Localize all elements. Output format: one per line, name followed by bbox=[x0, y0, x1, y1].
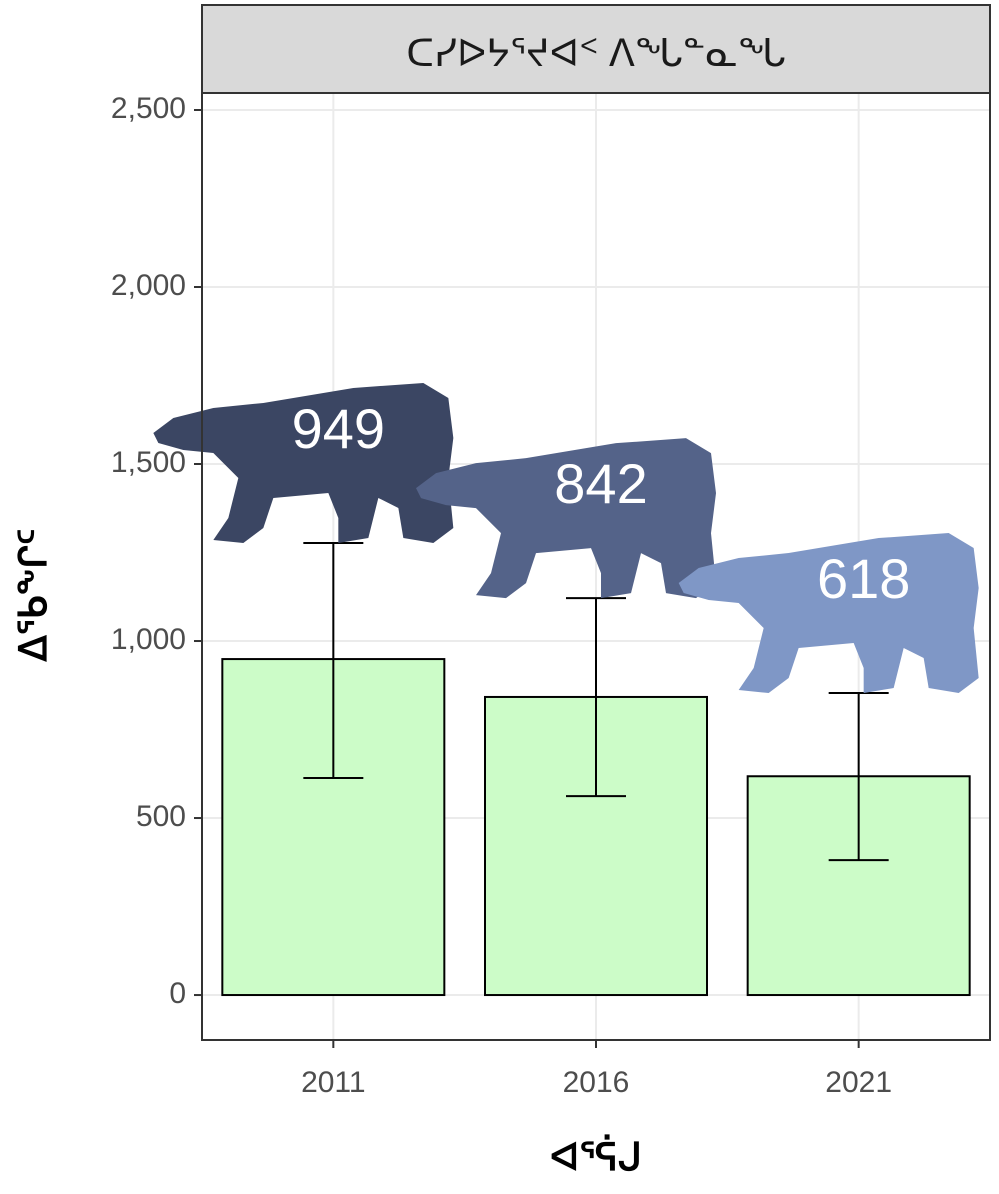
plot-area: 949 842 618 bbox=[153, 93, 990, 1040]
strip-title: ᑕᓯᐅᔭᕐᔪᐊᑉ ᐱᖓᓐᓇᖓ bbox=[406, 33, 785, 75]
y-axis-label: ᐃᕐᑲᖕᒋᑦ bbox=[13, 529, 55, 663]
chart: ᑕᓯᐅᔭᕐᔪᐊᑉ ᐱᖓᓐᓇᖓ ᐊᕐᕌᒍ ᐃᕐᑲᖕᒋᑦ 949 842 618 0 50… bbox=[0, 0, 999, 1189]
y-tick-label: 2,500 bbox=[111, 92, 186, 125]
x-tick-label: 2021 bbox=[825, 1066, 892, 1099]
y-tick-label: 1,500 bbox=[111, 446, 186, 479]
x-tick-label: 2016 bbox=[563, 1066, 630, 1099]
y-tick-label: 0 bbox=[169, 977, 186, 1010]
value-badge: 842 bbox=[416, 438, 716, 598]
value-label: 842 bbox=[554, 452, 647, 515]
value-badge: 949 bbox=[153, 383, 453, 543]
value-label: 618 bbox=[817, 547, 910, 610]
y-tick-label: 1,000 bbox=[111, 623, 186, 656]
x-axis-label: ᐊᕐᕌᒍ bbox=[550, 1134, 642, 1179]
y-tick-label: 500 bbox=[136, 800, 186, 833]
x-tick-label: 2011 bbox=[301, 1066, 366, 1099]
value-badge: 618 bbox=[679, 533, 979, 693]
value-label: 949 bbox=[292, 397, 385, 460]
y-tick-label: 2,000 bbox=[111, 269, 186, 302]
